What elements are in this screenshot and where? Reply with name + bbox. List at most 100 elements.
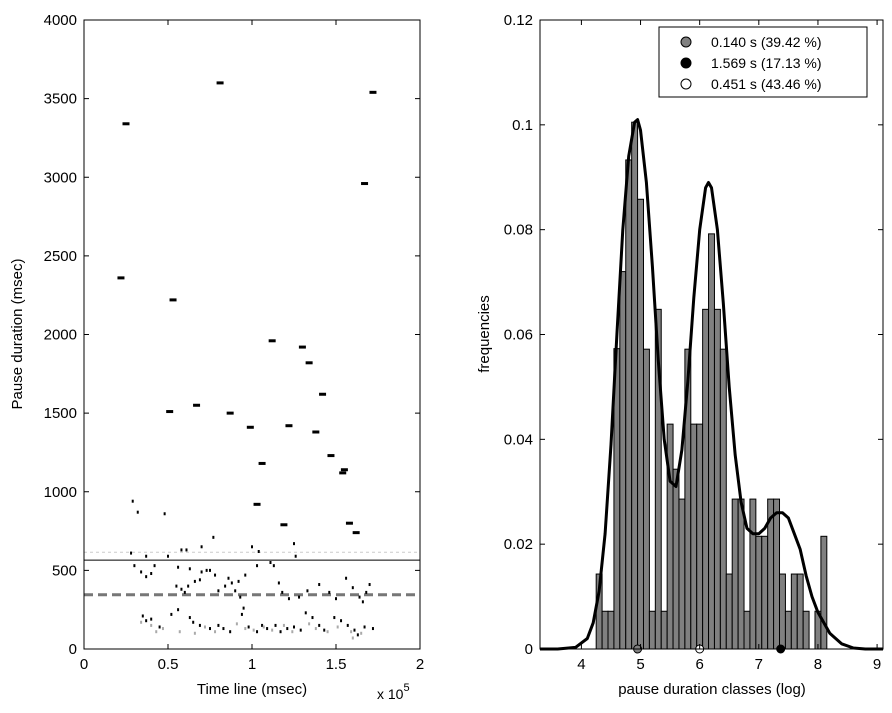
scatter-point	[308, 622, 311, 626]
scatter-point	[234, 589, 237, 593]
scatter-x-tick-label: 1.5	[326, 656, 347, 673]
scatter-point	[293, 625, 295, 629]
scatter-point	[217, 623, 220, 627]
scatter-point	[319, 392, 327, 396]
scatter-point	[240, 612, 243, 616]
scatter-point	[266, 627, 269, 631]
scatter-point	[131, 499, 134, 503]
scatter-y-tick-label: 2500	[44, 248, 77, 265]
scatter-point	[293, 542, 295, 546]
density-curve	[540, 118, 883, 651]
histogram-bar	[637, 198, 644, 650]
histogram-bar	[648, 610, 656, 650]
scatter-x-tick-label: 0.5	[158, 656, 179, 673]
scatter-point	[212, 535, 215, 539]
scatter-point	[352, 531, 360, 535]
scatter-point	[298, 595, 301, 599]
scatter-point	[258, 461, 266, 465]
scatter-point	[209, 627, 211, 631]
scatter-point	[239, 595, 242, 599]
scatter-point	[153, 564, 156, 568]
histogram-x-tick-label: 5	[636, 656, 644, 673]
scatter-point	[371, 627, 374, 631]
scatter-point	[226, 411, 234, 415]
scatter-point	[209, 568, 211, 572]
histogram-bar	[755, 535, 763, 650]
scatter-point	[177, 565, 180, 569]
scatter-point	[280, 523, 288, 527]
scatter-point	[130, 551, 133, 555]
scatter-point	[167, 554, 169, 558]
histogram-bar	[820, 535, 828, 650]
scatter-point	[350, 630, 353, 634]
scatter-point	[282, 623, 285, 627]
histogram-bar	[725, 573, 733, 650]
scatter-point	[252, 628, 255, 632]
histogram-bar	[779, 573, 786, 650]
scatter-point	[328, 590, 331, 594]
scatter-point	[271, 628, 274, 632]
scatter-point	[187, 584, 190, 588]
scatter-point	[256, 630, 259, 634]
scatter-point	[203, 625, 206, 629]
histogram-bar	[708, 233, 715, 650]
scatter-point	[188, 616, 191, 620]
histogram-x-axis-label: pause duration classes (log)	[618, 681, 806, 698]
scatter-point	[136, 510, 139, 514]
scatter-x-axis-label: Time line (msec)	[197, 681, 307, 698]
scatter-point	[365, 590, 368, 594]
scatter-point	[178, 630, 181, 634]
scatter-x-tick-label: 1	[248, 656, 256, 673]
scatter-point	[193, 631, 196, 635]
scatter-point	[261, 623, 264, 627]
scatter-point	[235, 622, 238, 626]
scatter-point	[246, 425, 254, 429]
scatter-point	[353, 628, 356, 632]
scatter-point	[363, 625, 366, 629]
histogram-bar	[607, 610, 615, 650]
legend-entry-label: 0.451 s (43.46 %)	[711, 76, 822, 92]
scatter-x-exponent-label: x 105	[377, 682, 410, 702]
histogram-y-tick-label: 0.04	[504, 431, 533, 448]
scatter-point	[277, 581, 280, 585]
scatter-point	[122, 122, 130, 126]
legend-marker	[680, 36, 692, 48]
scatter-point	[141, 614, 144, 618]
scatter-point	[345, 576, 348, 580]
scatter-point	[285, 424, 293, 428]
scatter-point	[198, 578, 201, 582]
scatter-point	[361, 600, 364, 604]
scatter-point	[272, 564, 275, 568]
histogram-chart: 4 5 6 7 8 9 0 0.02 0.04 0.06 0.08 0.1 0.12 pause dur…	[476, 12, 884, 698]
scatter-point	[205, 568, 208, 572]
scatter-point	[169, 298, 177, 302]
histogram-bar	[601, 610, 609, 650]
scatter-point	[133, 564, 136, 568]
histogram-bar	[619, 271, 627, 650]
histogram-y-tick-label: 0	[525, 641, 533, 658]
scatter-point	[214, 630, 217, 634]
scatter-point	[314, 627, 317, 631]
scatter-point	[163, 512, 166, 516]
histogram-y-tick-label: 0.06	[504, 327, 533, 344]
scatter-point	[166, 410, 174, 414]
scatter-point	[312, 430, 320, 434]
scatter-y-tick-label: 3500	[44, 91, 77, 108]
histogram-bar	[713, 308, 721, 650]
scatter-point	[150, 572, 153, 576]
histogram-y-tick-label: 0.02	[504, 536, 533, 553]
scatter-point	[336, 625, 339, 629]
histogram-x-tick-label: 8	[814, 656, 822, 673]
legend-box	[658, 26, 868, 98]
scatter-point	[351, 636, 354, 640]
legend-entry-label: 1.569 s (17.13 %)	[711, 55, 822, 71]
scatter-point	[198, 623, 201, 627]
scatter-point	[193, 403, 201, 407]
scatter-point	[268, 339, 276, 343]
scatter-point	[242, 606, 245, 610]
scatter-point	[351, 586, 354, 590]
scatter-point	[158, 625, 161, 629]
scatter-point	[305, 361, 313, 365]
histogram-bar	[731, 498, 739, 650]
scatter-point	[287, 597, 290, 601]
